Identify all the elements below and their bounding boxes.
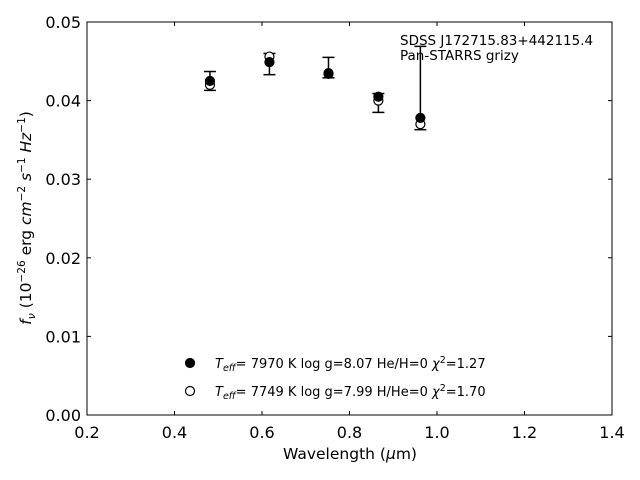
annotation-line-2: Pan-STARRS grizy	[400, 48, 519, 64]
annotation-line-1: SDSS J172715.83+442115.4	[400, 33, 593, 49]
legend-entry-2: Teff= 7749 K log g=7.99 H/He=0 χ2=1.70	[215, 383, 486, 402]
legend: Teff= 7970 K log g=8.07 He/H=0 χ2=1.27 T…	[184, 355, 486, 402]
x-tick-label: 0.8	[337, 423, 362, 442]
x-tick-label: 1.0	[424, 423, 449, 442]
legend-entry-1: Teff= 7970 K log g=8.07 He/H=0 χ2=1.27	[215, 355, 486, 374]
x-axis-ticks: 0.2 0.4 0.6 0.8 1.0 1.2 1.4	[74, 22, 625, 442]
model-point-filled	[415, 112, 426, 123]
model-point-filled	[373, 91, 384, 102]
model-point-filled	[204, 75, 216, 87]
x-tick-label: 0.6	[249, 423, 274, 442]
model-point-filled	[264, 56, 275, 68]
x-tick-label: 0.2	[74, 423, 99, 442]
y-tick-label: 0.04	[45, 92, 81, 111]
y-tick-label: 0.05	[45, 13, 81, 32]
y-axis-label: fν (10−26 erg cm−2 s−1 Hz−1)	[16, 111, 38, 325]
data-point-layer	[204, 51, 426, 130]
legend-marker-open	[184, 385, 196, 397]
x-tick-label: 1.2	[512, 423, 537, 442]
model-point-filled	[323, 67, 334, 79]
y-tick-label: 0.03	[45, 170, 81, 189]
y-tick-label: 0.01	[45, 327, 81, 346]
errorbar-layer	[203, 45, 427, 131]
x-tick-label: 0.4	[162, 423, 187, 442]
y-tick-label: 0.00	[45, 406, 81, 425]
y-tick-label: 0.02	[45, 249, 81, 268]
y-axis-ticks: 0.00 0.01 0.02 0.03 0.04 0.05	[45, 13, 612, 425]
x-tick-label: 1.4	[599, 423, 624, 442]
x-axis-label: Wavelength (μm)	[283, 445, 417, 463]
legend-marker-filled	[184, 357, 196, 369]
